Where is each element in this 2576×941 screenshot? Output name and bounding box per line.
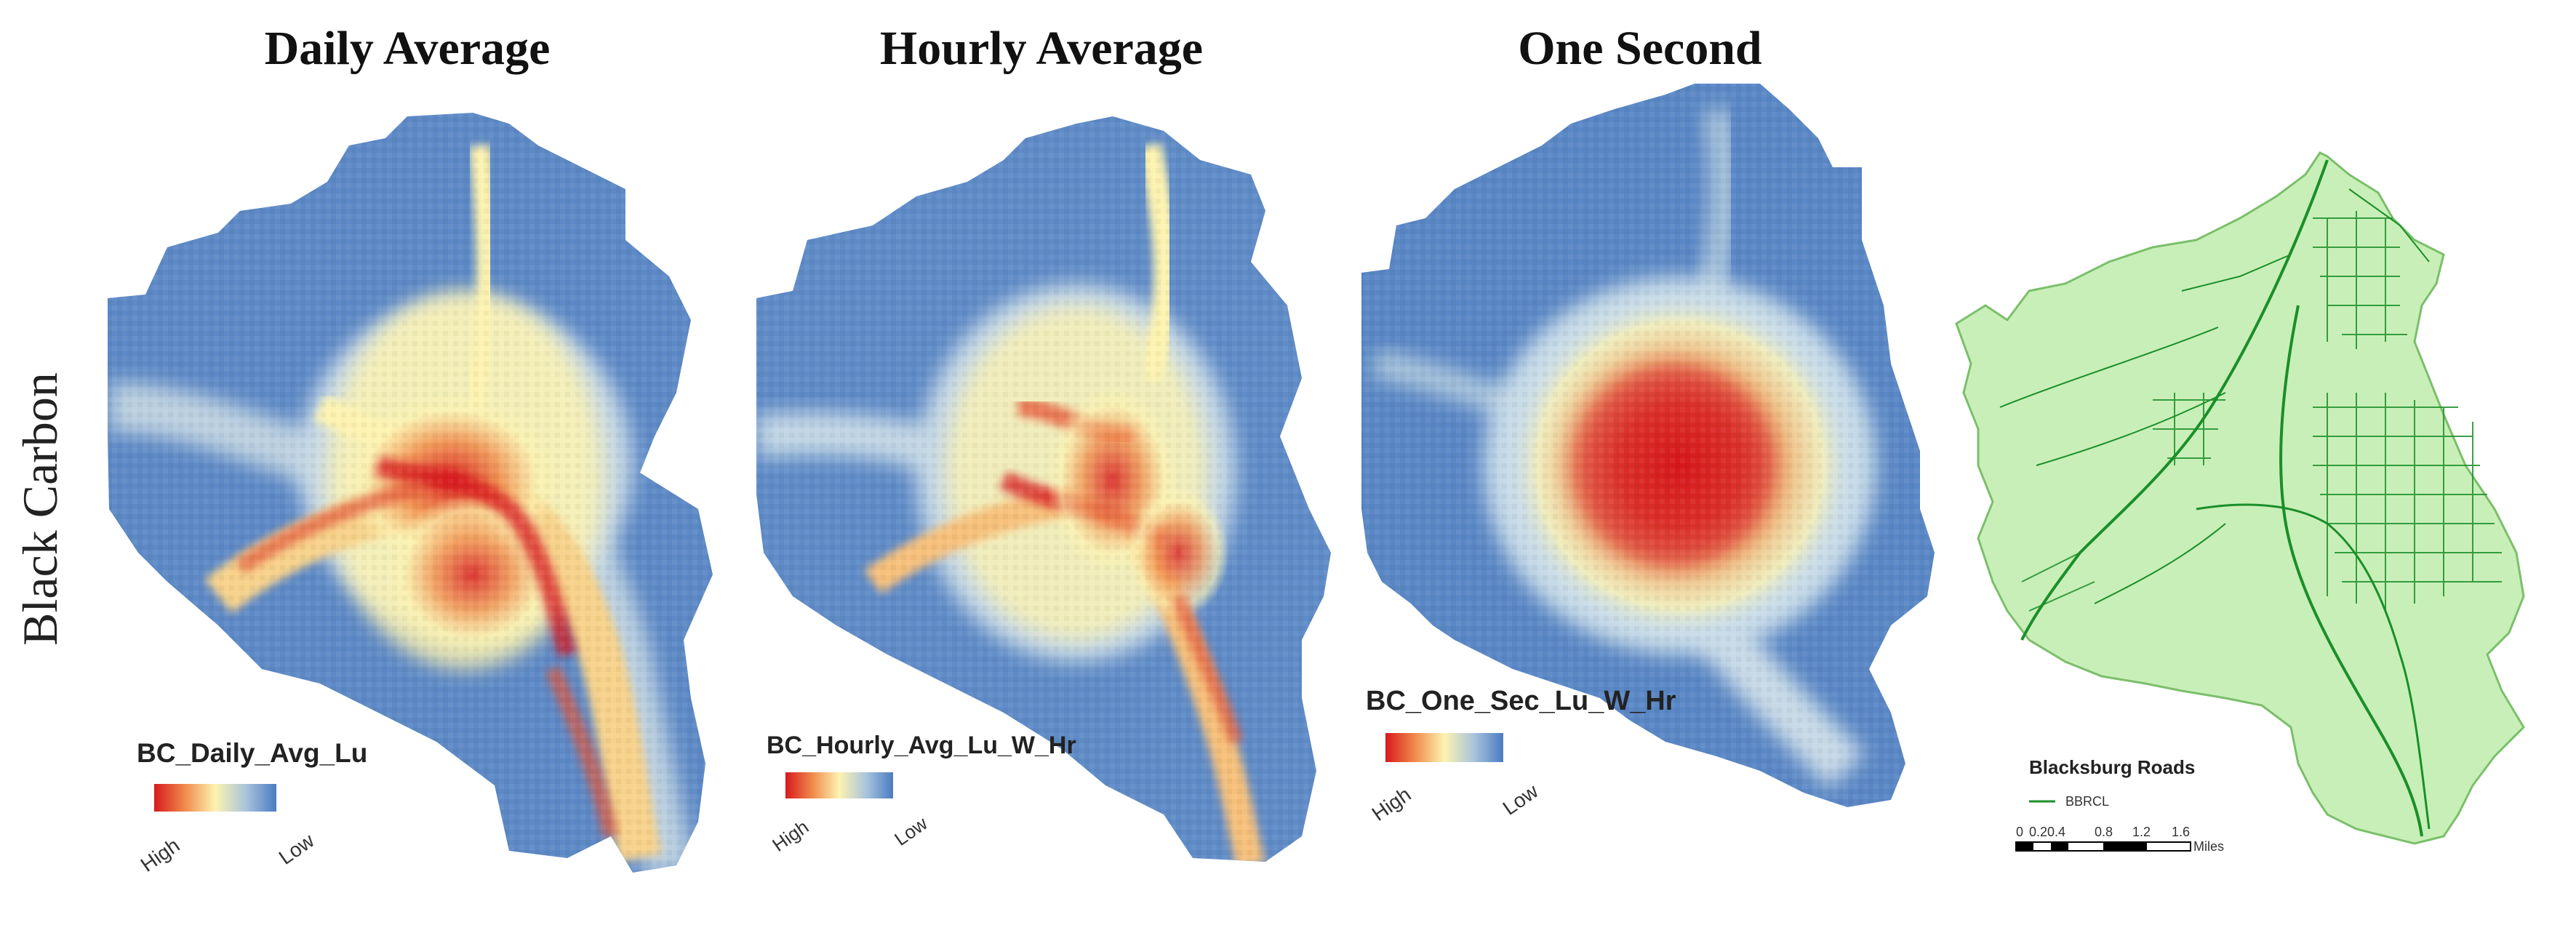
roads-map: Blacksburg Roads BBRCL 0 0.20.4 0.8 1.2 …: [1955, 151, 2525, 854]
legend-high-daily: High: [137, 833, 184, 876]
scale-unit: Miles: [2193, 839, 2224, 854]
town-boundary: [1955, 151, 2525, 845]
scale-tick-4: 1.6: [2172, 825, 2190, 839]
heatmap-hourly: [756, 116, 1331, 862]
legend-title-one-second: BC_One_Sec_Lu_W_Hr: [1366, 686, 1676, 716]
legend-low-daily: Low: [275, 829, 319, 869]
legend-hourly: BC_Hourly_Avg_Lu_W_Hr High Low: [767, 732, 1076, 856]
legend-title-hourly: BC_Hourly_Avg_Lu_W_Hr: [767, 732, 1076, 759]
legend-title-daily: BC_Daily_Avg_Lu: [137, 738, 367, 768]
legend-ramp-daily: [154, 784, 276, 812]
legend-ramp-one-second: [1385, 733, 1503, 762]
legend-high-one-second: High: [1368, 782, 1415, 825]
legend-one-second: BC_One_Sec_Lu_W_Hr High Low: [1366, 686, 1676, 825]
panel-title-daily: Daily Average: [265, 22, 551, 75]
legend-low-hourly: Low: [890, 812, 931, 850]
scale-tick-1: 0.20.4: [2029, 825, 2065, 839]
legend-daily: BC_Daily_Avg_Lu High Low: [137, 738, 368, 876]
roads-legend-title: Blacksburg Roads: [2029, 756, 2195, 778]
legend-ramp-hourly: [785, 772, 893, 798]
panel-title-one-second: One Second: [1518, 22, 1762, 75]
legend-low-one-second: Low: [1499, 780, 1543, 820]
scale-bar: 0 0.20.4 0.8 1.2 1.6 Miles: [2015, 825, 2224, 854]
scale-tick-2: 0.8: [2095, 825, 2113, 839]
scale-tick-3: 1.2: [2132, 825, 2151, 839]
panel-title-hourly: Hourly Average: [880, 22, 1203, 75]
scale-tick-0: 0: [2016, 825, 2023, 839]
row-label: Black Carbon: [12, 372, 68, 646]
roads-legend-item: BBRCL: [2065, 794, 2109, 809]
legend-high-hourly: High: [768, 816, 812, 856]
